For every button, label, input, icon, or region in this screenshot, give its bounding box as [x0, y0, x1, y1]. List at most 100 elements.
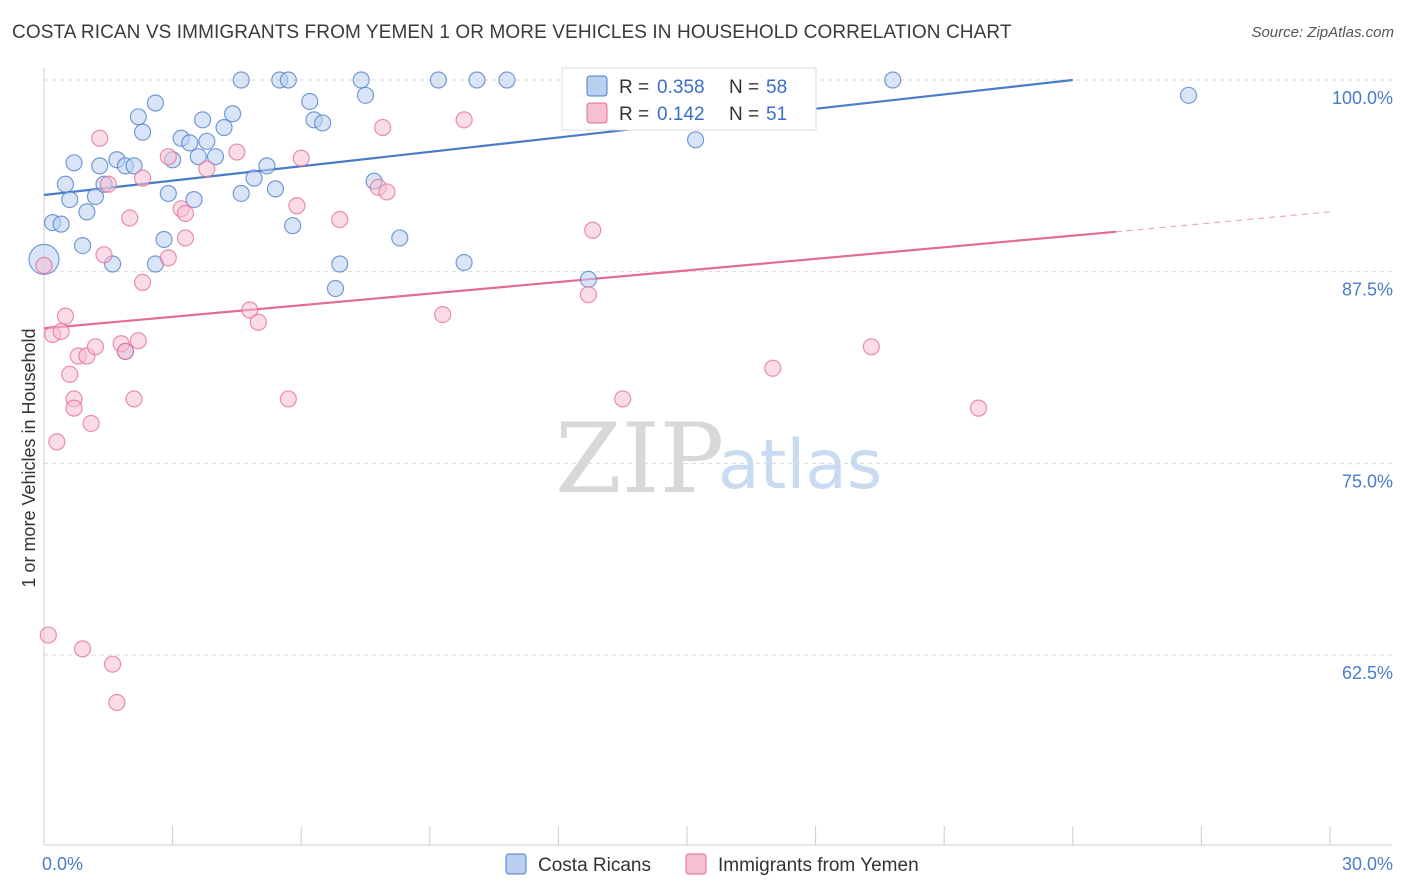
series-swatch-costa — [505, 853, 527, 875]
y-tick-label-2: 87.5% — [1342, 280, 1393, 300]
trend-lines — [43, 78, 1331, 330]
point-yemen-7 — [65, 399, 83, 417]
point-yemen-21 — [125, 390, 143, 408]
point-costa-28 — [206, 148, 225, 166]
point-costa-35 — [266, 180, 285, 198]
point-yemen-48 — [969, 399, 988, 417]
point-yemen-35 — [288, 197, 306, 215]
legend-r-label-yemen: R = — [619, 104, 649, 125]
trend-line-costa — [43, 78, 1073, 197]
source-credit: Source: ZipAtlas.com — [1251, 24, 1394, 41]
legend-n-costa: 58 — [766, 77, 787, 98]
point-costa-34 — [258, 157, 276, 175]
legend-r-label-costa: R = — [619, 77, 649, 98]
point-yemen-32 — [241, 301, 259, 319]
point-yemen-11 — [82, 414, 100, 433]
point-yemen-31 — [228, 143, 246, 161]
watermark-atlas: atlas — [718, 426, 882, 505]
point-costa-43 — [331, 255, 349, 273]
point-yemen-45 — [614, 390, 632, 408]
legend-n-yemen: 51 — [766, 104, 787, 125]
point-yemen-49 — [35, 256, 53, 275]
point-costa-24 — [185, 191, 203, 209]
point-yemen-4 — [56, 307, 75, 325]
point-yemen-33 — [249, 313, 267, 331]
point-yemen-12 — [86, 338, 105, 356]
chart-title: COSTA RICAN VS IMMIGRANTS FROM YEMEN 1 O… — [12, 22, 1012, 43]
series-swatch-yemen — [685, 853, 707, 875]
x-tick-label-0: 0.0% — [42, 854, 83, 874]
point-costa-41 — [314, 114, 332, 132]
point-costa-38 — [284, 217, 302, 235]
legend-r-yemen: 0.142 — [657, 104, 705, 125]
point-yemen-40 — [378, 183, 396, 201]
point-costa-42 — [326, 279, 345, 298]
legend-n-label-costa: N = — [729, 77, 759, 98]
y-tick-label-3: 100.0% — [1332, 88, 1393, 108]
y-tick-labels: 62.5% 75.0% 87.5% 100.0% — [1332, 88, 1393, 683]
point-costa-33 — [245, 169, 263, 187]
point-costa-16 — [133, 123, 152, 141]
point-costa-47 — [391, 229, 409, 247]
point-yemen-43 — [579, 286, 598, 304]
point-yemen-41 — [434, 306, 452, 324]
point-costa-17 — [146, 94, 165, 112]
legend-swatch-yemen — [586, 102, 608, 124]
point-costa-31 — [232, 184, 250, 203]
x-tick-label-1: 30.0% — [1342, 854, 1393, 874]
grid-lines — [44, 79, 1392, 656]
point-costa-52 — [579, 270, 598, 288]
point-costa-49 — [455, 253, 473, 272]
point-costa-6 — [73, 237, 92, 255]
point-costa-51 — [498, 71, 516, 89]
point-yemen-5 — [61, 365, 79, 383]
point-costa-55 — [884, 71, 902, 89]
point-costa-9 — [91, 157, 109, 175]
axes — [43, 68, 1392, 846]
point-costa-2 — [52, 215, 70, 233]
point-costa-53 — [686, 131, 705, 149]
point-yemen-22 — [129, 332, 147, 350]
point-yemen-37 — [331, 210, 349, 229]
series-label-costa: Costa Ricans — [538, 855, 651, 876]
point-yemen-44 — [584, 221, 602, 239]
point-costa-19 — [155, 230, 173, 249]
point-costa-45 — [356, 86, 375, 104]
point-yemen-19 — [116, 342, 135, 360]
point-yemen-0 — [39, 626, 57, 644]
point-costa-7 — [78, 203, 96, 221]
legend-swatch-costa — [586, 75, 608, 97]
point-yemen-30 — [198, 160, 216, 178]
point-costa-25 — [189, 148, 207, 166]
point-yemen-3 — [52, 322, 70, 341]
point-yemen-46 — [764, 359, 782, 377]
point-yemen-34 — [279, 390, 297, 408]
point-yemen-28 — [176, 204, 195, 222]
point-costa-37 — [279, 71, 297, 89]
point-yemen-29 — [176, 229, 195, 247]
series-label-yemen: Immigrants from Yemen — [718, 855, 919, 876]
point-costa-8 — [86, 187, 105, 206]
point-costa-20 — [159, 184, 177, 203]
point-costa-23 — [181, 134, 199, 152]
point-costa-56 — [1179, 86, 1198, 104]
series-legend: Costa Ricans Immigrants from Yemen — [505, 853, 919, 876]
point-costa-15 — [129, 108, 147, 126]
point-yemen-14 — [95, 246, 113, 264]
point-costa-14 — [125, 157, 143, 175]
point-yemen-15 — [99, 175, 117, 193]
point-costa-3 — [56, 175, 75, 193]
y-tick-label-1: 75.0% — [1342, 471, 1393, 491]
point-yemen-47 — [862, 338, 880, 356]
point-yemen-26 — [159, 249, 177, 267]
point-costa-26 — [194, 111, 212, 129]
x-tick-labels: 0.0% 30.0% — [42, 854, 1393, 874]
point-yemen-24 — [133, 273, 152, 291]
point-costa-48 — [429, 71, 447, 89]
point-yemen-2 — [48, 433, 66, 451]
point-yemen-42 — [455, 111, 473, 129]
point-costa-32 — [232, 71, 250, 89]
point-yemen-23 — [133, 169, 152, 187]
point-costa-44 — [352, 71, 370, 89]
